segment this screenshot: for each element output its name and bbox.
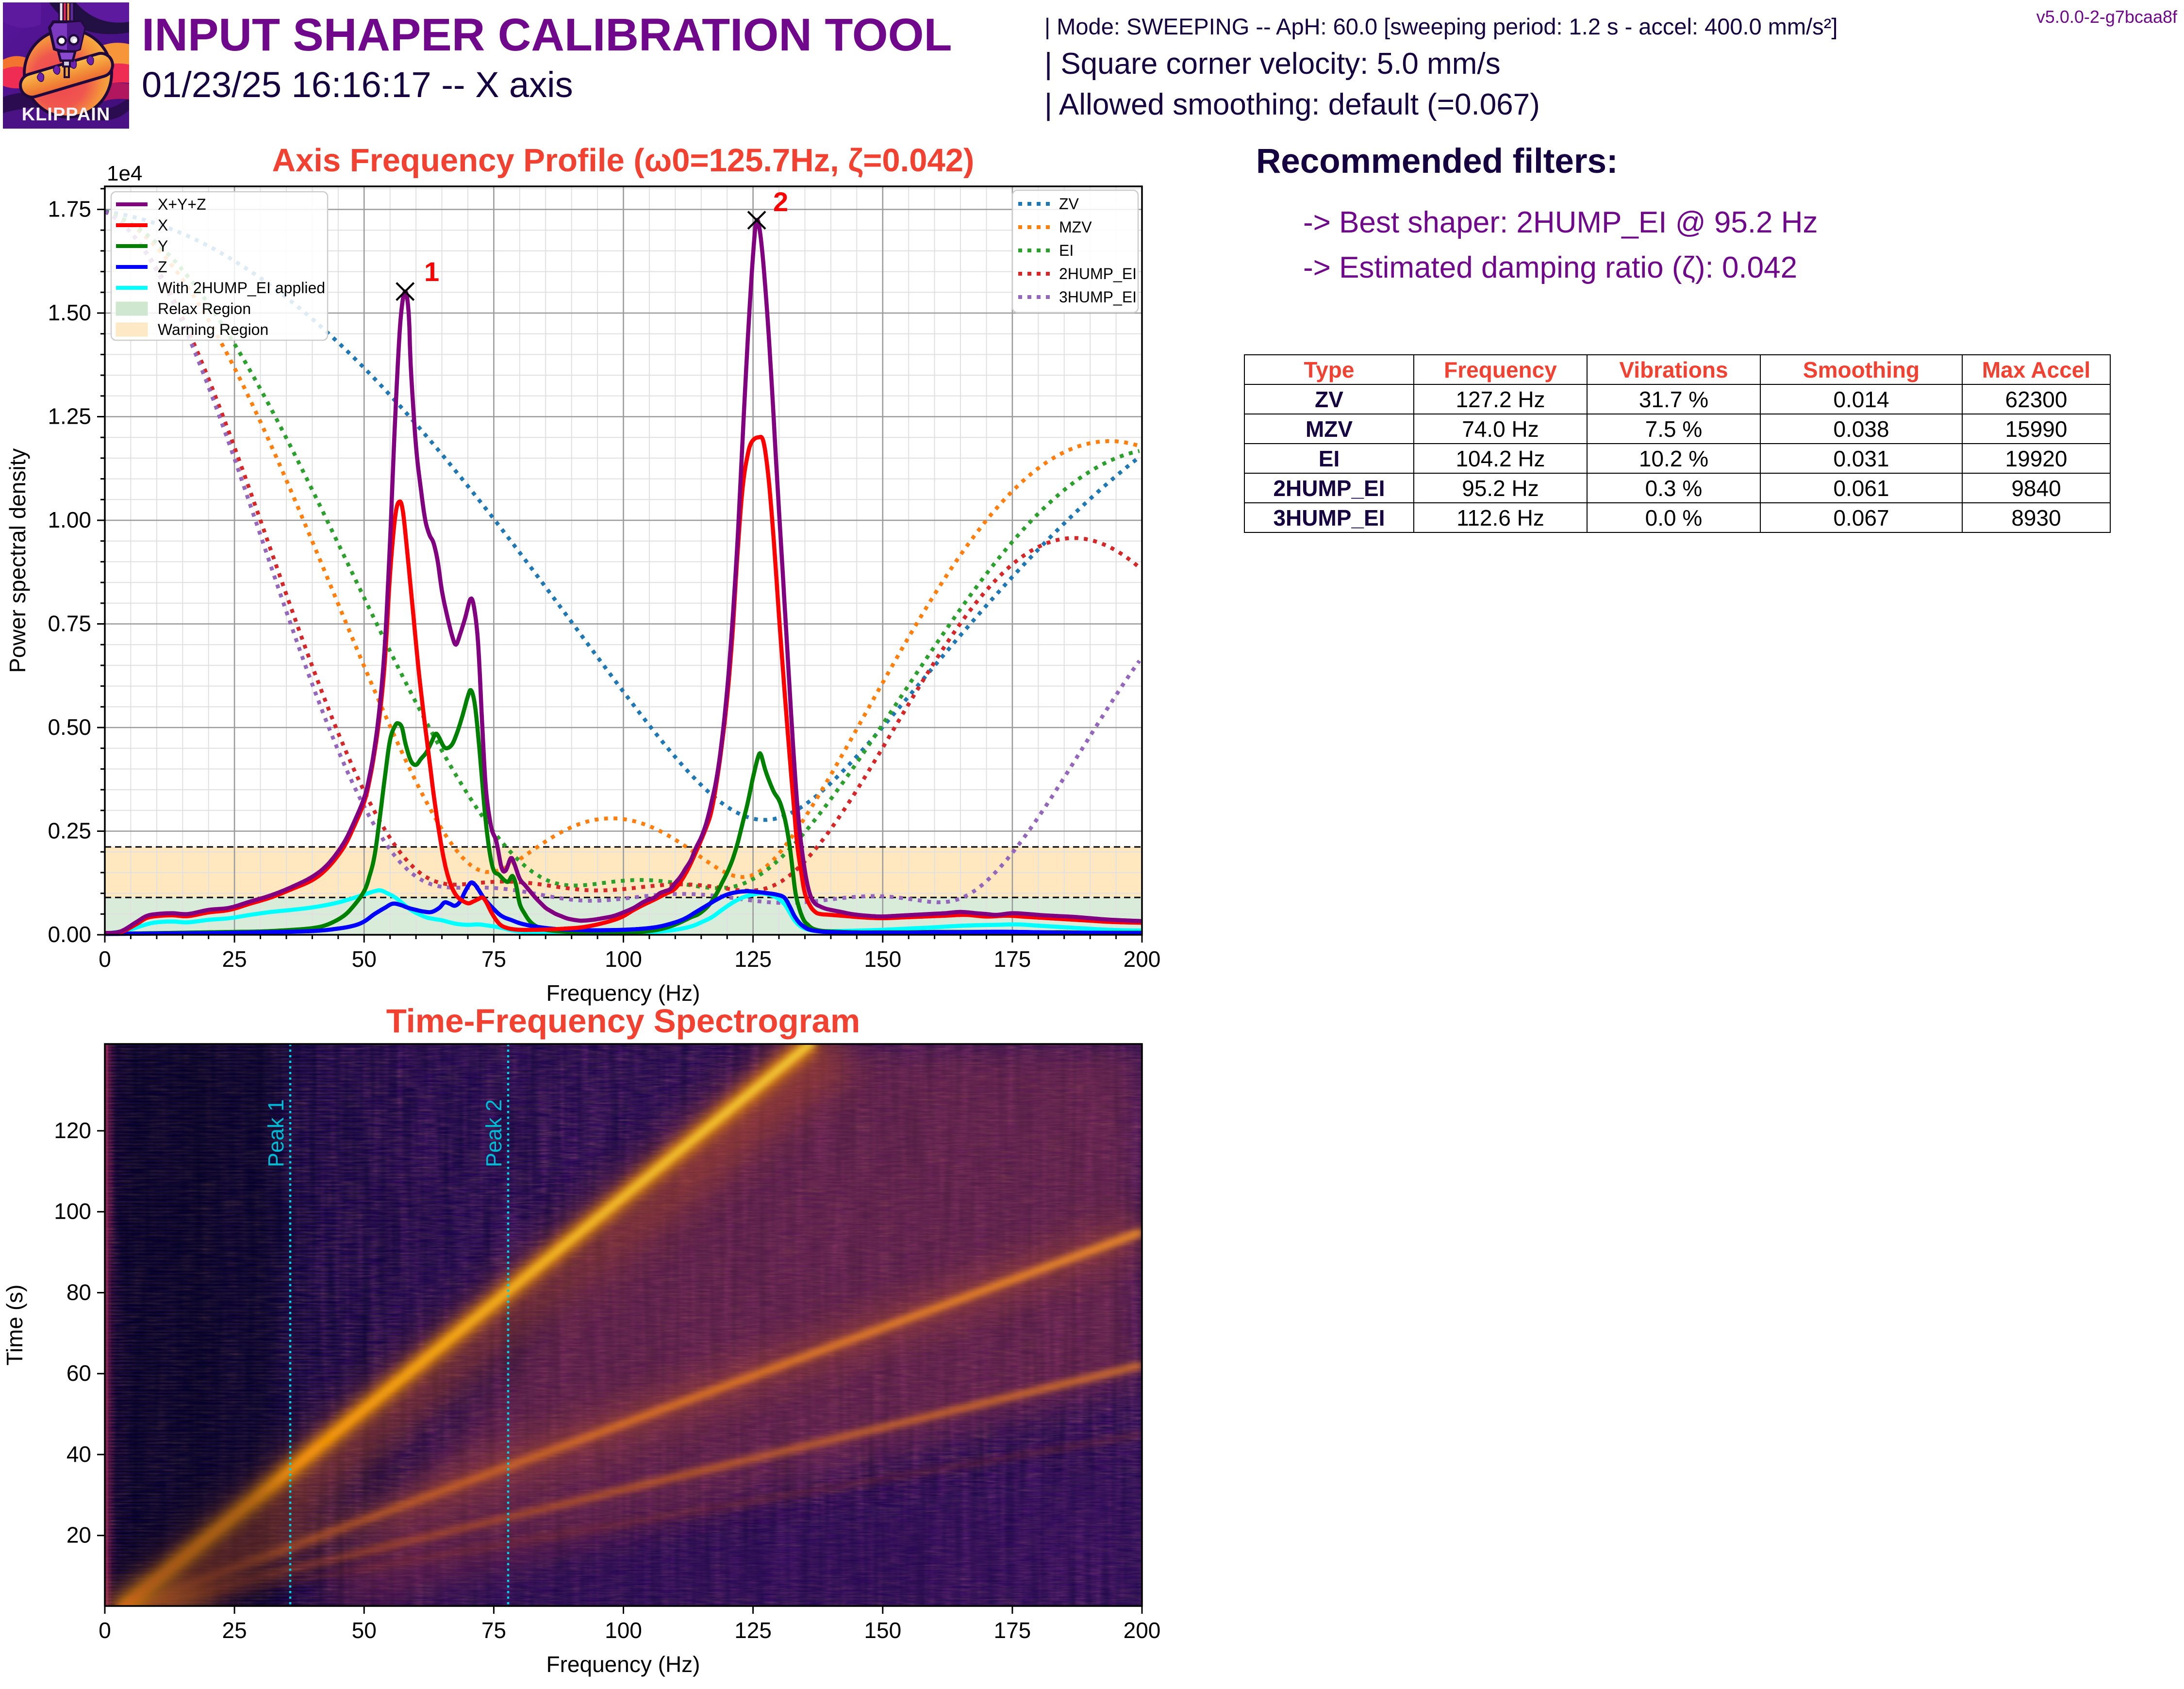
svg-text:With 2HUMP_EI applied: With 2HUMP_EI applied [158,279,325,297]
svg-text:150: 150 [864,1618,901,1643]
svg-text:Warning Region: Warning Region [158,321,268,338]
svg-text:125: 125 [734,946,772,972]
svg-text:Peak 1: Peak 1 [264,1099,288,1167]
svg-text:0.50: 0.50 [48,714,91,740]
svg-text:3HUMP_EI: 3HUMP_EI [1059,288,1137,306]
svg-text:80: 80 [66,1279,91,1305]
svg-text:100: 100 [54,1199,91,1224]
svg-text:1.00: 1.00 [48,507,91,532]
svg-text:1: 1 [424,256,439,287]
svg-text:Y: Y [158,237,168,255]
svg-text:125: 125 [734,1618,772,1643]
svg-text:0.75: 0.75 [48,611,91,636]
svg-text:200: 200 [1124,1618,1161,1643]
svg-text:Frequency (Hz): Frequency (Hz) [546,1652,700,1677]
svg-text:60: 60 [66,1360,91,1386]
svg-text:120: 120 [54,1118,91,1143]
svg-text:1.25: 1.25 [48,404,91,429]
svg-text:40: 40 [66,1441,91,1467]
svg-text:MZV: MZV [1059,218,1092,236]
svg-text:20: 20 [66,1523,91,1548]
svg-text:Time (s): Time (s) [2,1285,27,1366]
svg-text:Time-Frequency Spectrogram: Time-Frequency Spectrogram [386,1002,860,1040]
svg-text:ZV: ZV [1059,195,1079,213]
svg-text:175: 175 [994,1618,1031,1643]
svg-text:0.00: 0.00 [48,922,91,947]
svg-text:200: 200 [1124,946,1161,972]
svg-text:X+Y+Z: X+Y+Z [158,196,206,213]
svg-text:KLIPPAIN: KLIPPAIN [22,104,111,125]
svg-text:150: 150 [864,946,901,972]
svg-text:50: 50 [352,1618,377,1643]
svg-text:Peak 2: Peak 2 [481,1099,506,1167]
svg-text:Frequency (Hz): Frequency (Hz) [546,980,700,1006]
svg-text:0.25: 0.25 [48,818,91,844]
svg-text:1.75: 1.75 [48,197,91,222]
svg-text:Relax Region: Relax Region [158,300,251,317]
svg-text:Power spectral density: Power spectral density [5,448,30,673]
svg-text:2HUMP_EI: 2HUMP_EI [1059,265,1137,282]
svg-text:50: 50 [352,946,377,972]
svg-text:2: 2 [773,186,788,217]
svg-text:25: 25 [222,1618,247,1643]
svg-text:EI: EI [1059,242,1074,259]
svg-text:Z: Z [158,258,167,276]
svg-text:175: 175 [994,946,1031,972]
svg-text:0: 0 [99,946,111,972]
svg-text:75: 75 [481,946,506,972]
svg-text:X: X [158,216,168,234]
svg-text:1.50: 1.50 [48,300,91,325]
svg-text:100: 100 [605,946,642,972]
svg-text:Axis Frequency Profile (ω0=125: Axis Frequency Profile (ω0=125.7Hz, ζ=0.… [272,142,975,179]
svg-text:25: 25 [222,946,247,972]
svg-text:75: 75 [481,1618,506,1643]
svg-text:100: 100 [605,1618,642,1643]
svg-text:1e4: 1e4 [107,162,142,185]
svg-text:0: 0 [99,1618,111,1643]
